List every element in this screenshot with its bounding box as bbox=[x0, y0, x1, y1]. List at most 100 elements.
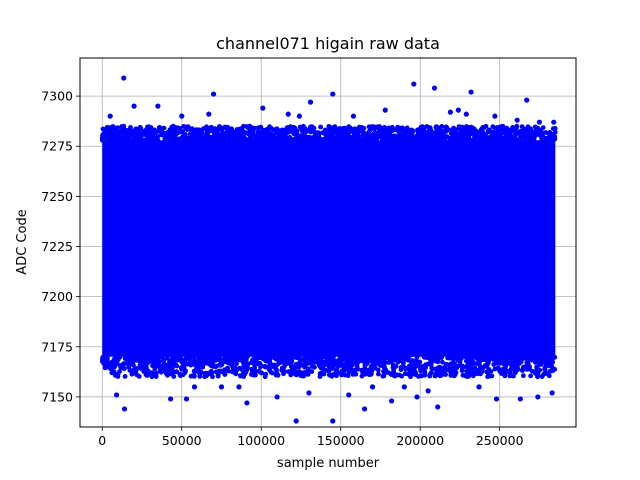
bulk-point bbox=[222, 358, 228, 364]
bulk-point bbox=[252, 356, 258, 361]
bulk-point bbox=[482, 363, 488, 368]
bulk-point bbox=[523, 137, 529, 143]
data-point bbox=[121, 75, 127, 81]
bulk-point bbox=[503, 363, 508, 368]
bulk-point bbox=[543, 137, 548, 143]
bulk-point bbox=[181, 134, 187, 140]
bulk-point bbox=[377, 132, 383, 138]
bulk-point bbox=[361, 357, 367, 363]
bulk-point bbox=[358, 125, 364, 130]
bulk-point bbox=[191, 136, 197, 142]
bulk-point bbox=[466, 358, 472, 364]
bulk-point bbox=[264, 132, 270, 138]
bulk-point bbox=[185, 361, 191, 367]
bulk-point bbox=[411, 370, 417, 376]
bulk-point bbox=[174, 130, 180, 136]
bulk-point bbox=[490, 130, 495, 136]
bulk-point bbox=[515, 366, 521, 372]
x-tick-label: 50000 bbox=[162, 433, 202, 448]
bulk-point bbox=[163, 362, 169, 368]
bulk-point bbox=[526, 131, 532, 137]
bulk-point bbox=[479, 369, 485, 374]
data-point bbox=[274, 394, 280, 400]
bulk-point bbox=[137, 364, 142, 370]
bulk-point bbox=[154, 358, 159, 364]
bulk-point bbox=[491, 355, 497, 361]
bulk-point bbox=[462, 132, 468, 138]
bulk-point bbox=[452, 355, 457, 360]
bulk-point bbox=[432, 366, 438, 372]
bulk-point bbox=[114, 361, 120, 366]
bulk-point bbox=[301, 133, 307, 139]
bulk-point bbox=[532, 359, 538, 365]
bulk-point bbox=[528, 137, 534, 143]
bulk-point bbox=[376, 355, 382, 361]
bulk-point bbox=[253, 369, 258, 374]
bulk-point bbox=[105, 356, 110, 362]
bulk-point bbox=[549, 364, 555, 369]
y-tick-label: 7150 bbox=[41, 389, 73, 404]
bulk-point bbox=[167, 359, 172, 365]
bulk-point bbox=[199, 370, 204, 375]
bulk-point bbox=[358, 355, 363, 361]
bulk-point bbox=[305, 372, 311, 377]
bulk-point bbox=[429, 360, 434, 366]
x-tick-label: 0 bbox=[98, 433, 106, 448]
y-axis-ticks: 7150 7175 7200 7225 7250 7275 7300 bbox=[41, 89, 80, 404]
bulk-point bbox=[226, 358, 232, 364]
data-point bbox=[551, 119, 557, 125]
bulk-point bbox=[423, 137, 429, 143]
bulk-point bbox=[398, 365, 404, 370]
bulk-point bbox=[478, 129, 483, 135]
bulk-point bbox=[343, 137, 349, 143]
bulk-point bbox=[240, 355, 246, 361]
bulk-point bbox=[408, 374, 413, 380]
bulk-point bbox=[550, 126, 556, 132]
bulk-point bbox=[552, 129, 558, 135]
bulk-point bbox=[383, 360, 388, 365]
bulk-point bbox=[222, 134, 228, 140]
data-point bbox=[113, 392, 120, 398]
bulk-point bbox=[381, 373, 387, 379]
bulk-point bbox=[469, 130, 475, 136]
data-point bbox=[455, 107, 461, 113]
bulk-point bbox=[222, 372, 228, 377]
bulk-point bbox=[421, 129, 427, 134]
bulk-point bbox=[498, 124, 503, 130]
bulk-point bbox=[307, 359, 313, 365]
bulk-point bbox=[172, 358, 177, 364]
bulk-point bbox=[452, 372, 458, 377]
data-point bbox=[549, 390, 555, 396]
bulk-point bbox=[458, 363, 464, 369]
bulk-point bbox=[254, 360, 260, 366]
bulk-point bbox=[332, 124, 338, 130]
bulk-point bbox=[414, 354, 420, 360]
bulk-point bbox=[383, 354, 389, 360]
bulk-point bbox=[393, 127, 398, 133]
bulk-point bbox=[161, 125, 167, 131]
bulk-point bbox=[431, 355, 437, 360]
bulk-point bbox=[521, 364, 527, 370]
bulk-point bbox=[253, 134, 259, 139]
bulk-point bbox=[499, 371, 504, 376]
bulk-point bbox=[319, 370, 325, 376]
bulk-point bbox=[380, 137, 386, 142]
bulk-point bbox=[436, 126, 442, 132]
bulk-point bbox=[347, 134, 352, 139]
bulk-point bbox=[292, 125, 298, 131]
bulk-point bbox=[246, 131, 252, 137]
bulk-point bbox=[168, 131, 174, 137]
data-point bbox=[468, 89, 474, 95]
bulk-point bbox=[400, 125, 405, 131]
bulk-point bbox=[481, 355, 487, 360]
bulk-point bbox=[390, 357, 396, 363]
bulk-point bbox=[382, 132, 388, 138]
bulk-point bbox=[139, 133, 144, 139]
data-point bbox=[414, 394, 420, 400]
bulk-point bbox=[133, 367, 139, 373]
bulk-point bbox=[270, 363, 276, 369]
bulk-point bbox=[323, 132, 329, 138]
bulk-point bbox=[112, 372, 118, 378]
bulk-point bbox=[145, 136, 151, 141]
bulk-point bbox=[342, 125, 347, 131]
